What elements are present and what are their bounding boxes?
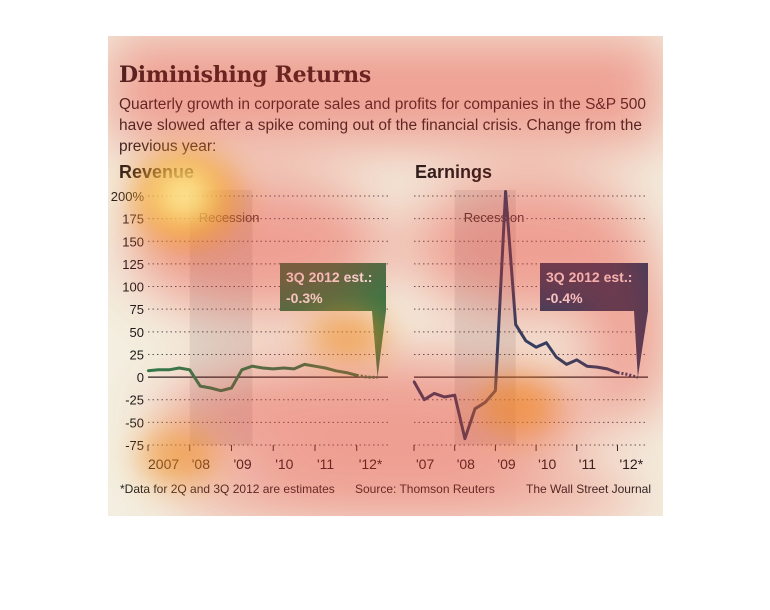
y-tick-label: 150 xyxy=(122,234,144,249)
revenue-callout-line-1: 3Q 2012 est.: xyxy=(286,269,372,285)
revenue-callout-line-2: -0.3% xyxy=(286,290,323,306)
earnings-data-point xyxy=(463,437,467,440)
revenue-data-point xyxy=(251,365,254,368)
revenue-data-point xyxy=(167,368,171,372)
revenue-data-point xyxy=(188,368,191,372)
revenue-data-point xyxy=(292,367,296,371)
revenue-data-point xyxy=(178,366,181,370)
revenue-data-point xyxy=(345,371,348,374)
revenue-x-tick-label: '08 xyxy=(192,456,210,472)
revenue-data-point xyxy=(157,368,160,372)
y-tick-label: -75 xyxy=(125,438,144,453)
revenue-panel-title: Revenue xyxy=(119,162,194,182)
revenue-data-point xyxy=(324,366,327,370)
earnings-data-point xyxy=(412,380,416,383)
revenue-data-point xyxy=(198,384,202,388)
revenue-data-point xyxy=(272,367,275,371)
earnings-data-point xyxy=(595,365,599,369)
revenue-data-point xyxy=(334,369,338,372)
footnote: *Data for 2Q and 3Q 2012 are estimates xyxy=(120,482,335,496)
revenue-x-tick-label: 2007 xyxy=(148,456,179,472)
y-tick-label: 25 xyxy=(130,347,144,362)
revenue-data-point xyxy=(303,363,306,366)
revenue-data-point xyxy=(261,366,264,370)
y-tick-label: 50 xyxy=(130,325,144,340)
revenue-x-tick-label: '10 xyxy=(275,456,293,472)
earnings-data-point xyxy=(575,358,578,362)
credit-note: The Wall Street Journal xyxy=(526,482,651,496)
earnings-data-point xyxy=(514,323,517,326)
earnings-x-tick-label: '10 xyxy=(538,456,556,472)
earnings-data-point xyxy=(524,339,528,343)
earnings-panel-title: Earnings xyxy=(415,162,492,182)
revenue-data-point xyxy=(219,389,223,392)
revenue-data-point xyxy=(230,386,233,390)
earnings-data-point xyxy=(545,341,548,344)
revenue-data-point xyxy=(282,366,285,370)
earnings-data-point xyxy=(422,398,426,401)
earnings-data-point xyxy=(606,367,609,371)
y-tick-label: 75 xyxy=(130,302,144,317)
y-tick-label: 200% xyxy=(111,189,145,204)
revenue-x-tick-label: '09 xyxy=(233,456,251,472)
revenue-data-point xyxy=(240,368,244,372)
earnings-data-point xyxy=(453,394,456,397)
earnings-data-point xyxy=(565,363,568,366)
earnings-data-point xyxy=(534,346,538,349)
y-tick-label: -50 xyxy=(125,415,144,430)
earnings-data-point xyxy=(504,190,507,193)
earnings-callout-pointer xyxy=(634,311,648,378)
earnings-series-line xyxy=(412,190,619,441)
source-note: Source: Thomson Reuters xyxy=(355,482,495,496)
revenue-data-point xyxy=(209,386,212,390)
earnings-x-tick-label: '11 xyxy=(579,456,596,472)
revenue-x-tick-label: '12* xyxy=(359,456,383,472)
revenue-callout-pointer xyxy=(372,311,386,378)
revenue-data-point xyxy=(313,365,317,368)
earnings-x-tick-label: '07 xyxy=(416,456,434,472)
earnings-data-point xyxy=(443,395,446,399)
y-tick-label: 125 xyxy=(122,257,144,272)
earnings-x-tick-label: '08 xyxy=(457,456,475,472)
earnings-data-point xyxy=(473,407,477,410)
earnings-data-point xyxy=(585,365,589,368)
earnings-data-point xyxy=(484,401,487,404)
y-tick-label: -25 xyxy=(125,393,144,408)
revenue-x-tick-label: '11 xyxy=(317,456,334,472)
earnings-data-point xyxy=(433,392,436,395)
earnings-callout-line-1: 3Q 2012 est.: xyxy=(546,269,632,285)
revenue-data-point xyxy=(146,369,150,372)
y-tick-label: 0 xyxy=(137,370,144,385)
revenue-recession-band xyxy=(189,190,253,445)
earnings-data-point xyxy=(494,389,497,392)
revenue-recession-label: Recession xyxy=(199,210,260,225)
earnings-x-tick-label: '12* xyxy=(619,456,643,472)
earnings-recession-label: Recession xyxy=(464,210,525,225)
y-tick-label: 175 xyxy=(122,212,144,227)
y-tick-label: 100 xyxy=(122,280,144,295)
chart-card: Diminishing Returns Quarterly growth in … xyxy=(108,36,663,516)
earnings-callout-line-2: -0.4% xyxy=(546,290,583,306)
charts-area: Recession -75 -50 -25 0 25 50 75 100 125 150 175 200… xyxy=(111,162,648,472)
earnings-x-tick-label: '09 xyxy=(497,456,515,472)
earnings-recession-band xyxy=(454,190,516,445)
earnings-data-point xyxy=(555,355,558,359)
